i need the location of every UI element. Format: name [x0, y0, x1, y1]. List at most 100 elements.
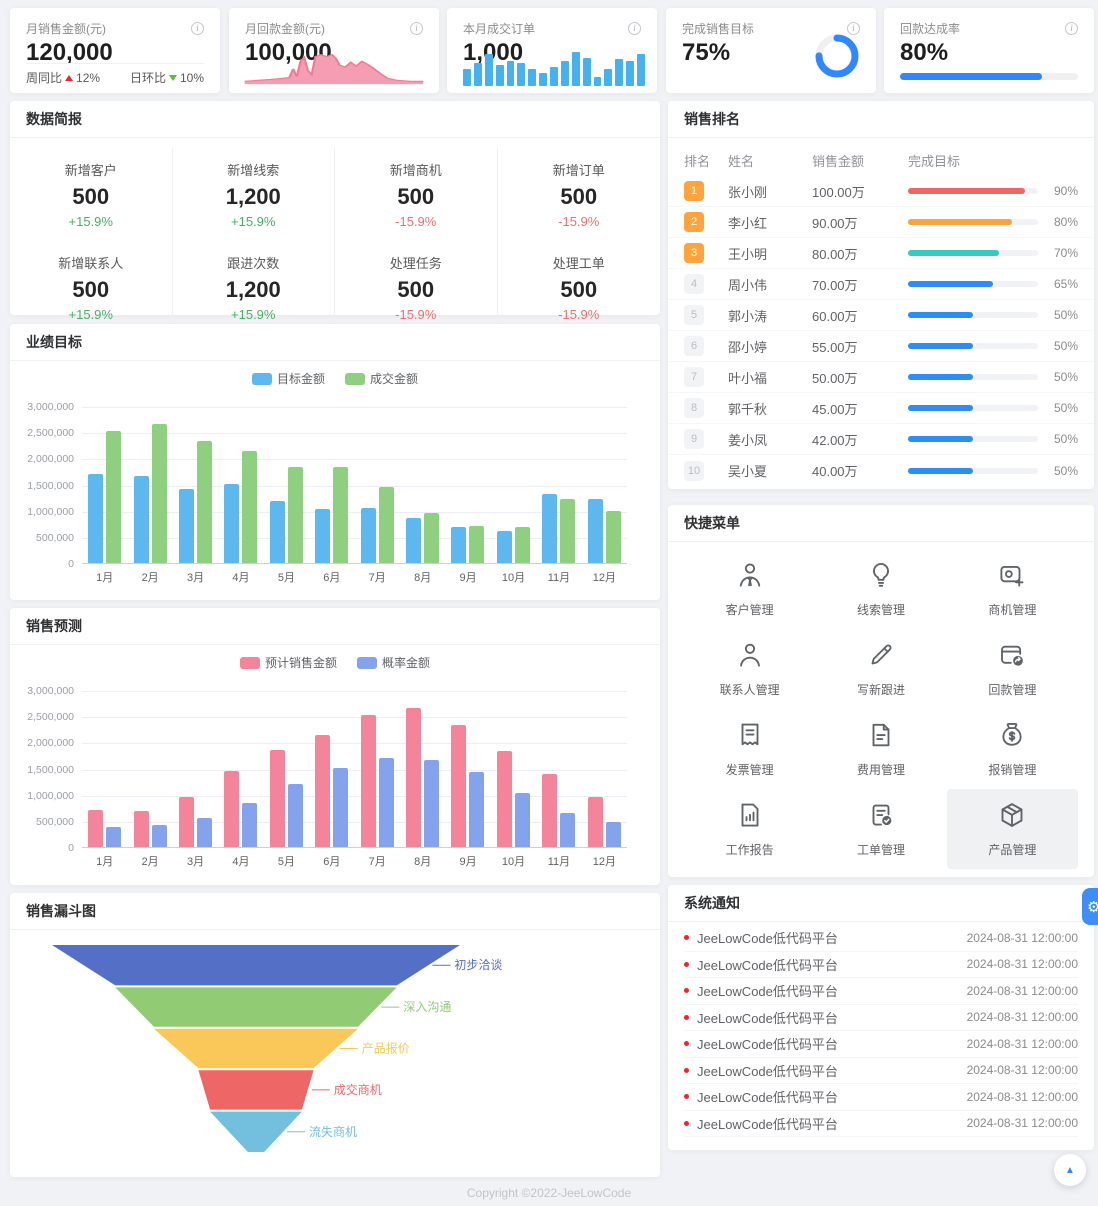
quick-menu-item-发票管理[interactable]: 发票管理 [684, 709, 815, 789]
quick-menu-item-线索管理[interactable]: 线索管理 [815, 549, 946, 629]
notification-text: JeeLowCode低代码平台 [697, 984, 838, 1000]
bar [542, 773, 558, 847]
funnel-stage-label: 成交商机 [334, 1082, 382, 1097]
week-compare-label: 周同比 [26, 71, 63, 85]
rank-badge: 9 [684, 429, 704, 449]
info-icon[interactable]: i [1065, 22, 1078, 35]
legend-label: 预计销售金额 [264, 656, 337, 670]
notification-text: JeeLowCode低代码平台 [697, 957, 838, 973]
stat-delta: +15.9% [231, 307, 276, 322]
x-axis-tick: 11月 [547, 572, 571, 584]
target-percent: 65% [1053, 277, 1078, 291]
stat-cell: 跟进次数 1,200 +15.9% [173, 241, 335, 334]
notification-row[interactable]: JeeLowCode低代码平台 2024-08-31 12:00:00 [684, 1031, 1078, 1058]
y-axis-tick: 0 [68, 558, 74, 570]
notification-row[interactable]: JeeLowCode低代码平台 2024-08-31 12:00:00 [684, 1005, 1078, 1031]
bar [406, 708, 422, 847]
col-rank: 排名 [684, 153, 711, 169]
area-sparkline [244, 53, 424, 85]
quick-menu-card: 快捷菜单 客户管理 线索管理 商机管理 联系人管理 写新跟进 回款管理 发票管理 费用管理 报销… [668, 505, 1094, 877]
target-progress-track [908, 374, 1038, 380]
sales-amount: 55.00万 [812, 339, 858, 355]
quick-menu-item-客户管理[interactable]: 客户管理 [684, 549, 815, 629]
bar [88, 810, 104, 847]
quick-menu-item-工单管理[interactable]: 工单管理 [815, 789, 946, 869]
bar [224, 771, 240, 847]
notification-row[interactable]: JeeLowCode低代码平台 2024-08-31 12:00:00 [684, 1111, 1078, 1137]
legend-item-预计销售金额[interactable]: 预计销售金额 [239, 654, 337, 671]
quick-menu-label: 商机管理 [988, 603, 1037, 617]
bar-group-1月 [88, 431, 122, 563]
x-axis-tick: 2月 [141, 572, 159, 584]
bar-group-8月 [406, 513, 440, 563]
back-to-top-button[interactable]: ▲ [1054, 1154, 1086, 1186]
bar-group-9月 [451, 526, 485, 563]
bar [378, 487, 394, 563]
notification-row[interactable]: JeeLowCode低代码平台 2024-08-31 12:00:00 [684, 1058, 1078, 1084]
info-icon[interactable]: i [847, 22, 860, 35]
target-percent: 50% [1053, 339, 1078, 353]
rank-badge: 2 [684, 212, 704, 232]
notification-row[interactable]: JeeLowCode低代码平台 2024-08-31 12:00:00 [684, 978, 1078, 1005]
stat-label: 处理任务 [389, 256, 442, 271]
kpi-card-monthly-payment: 月回款金额(元) i 100,000 [229, 8, 439, 93]
y-axis-tick: 1,500,000 [27, 763, 74, 776]
bar-group-4月 [224, 450, 258, 563]
quick-menu-item-商机管理[interactable]: 商机管理 [947, 549, 1078, 629]
salesperson-name: 张小刚 [728, 184, 768, 200]
quick-menu-item-联系人管理[interactable]: 联系人管理 [684, 629, 815, 709]
section-title: 销售预测 [10, 608, 660, 645]
chart-plot-area [82, 691, 627, 848]
stat-value: 500 [560, 184, 598, 209]
quick-menu-item-回款管理[interactable]: 回款管理 [947, 629, 1078, 709]
funnel-stage [115, 987, 397, 1027]
target-progress-track [908, 343, 1038, 349]
stat-cell: 处理任务 500 -15.9% [335, 241, 498, 334]
info-icon[interactable]: i [410, 22, 423, 35]
quick-menu-item-工作报告[interactable]: 工作报告 [684, 789, 815, 869]
sales-amount: 80.00万 [812, 246, 858, 262]
mini-bar [495, 65, 504, 86]
bar [269, 501, 285, 563]
quick-menu-item-费用管理[interactable]: 费用管理 [815, 709, 946, 789]
notification-row[interactable]: JeeLowCode低代码平台 2024-08-31 12:00:00 [684, 1084, 1078, 1111]
bar [451, 526, 467, 563]
y-axis-tick: 500,000 [36, 815, 74, 828]
quick-menu-item-写新跟进[interactable]: 写新跟进 [815, 629, 946, 709]
legend-item-概率金额[interactable]: 概率金额 [357, 654, 430, 671]
bar-group-1月 [88, 810, 122, 847]
notification-row[interactable]: JeeLowCode低代码平台 2024-08-31 12:00:00 [684, 925, 1078, 952]
legend-item-成交金额[interactable]: 成交金额 [345, 370, 418, 387]
bar [560, 498, 576, 563]
legend-item-目标金额[interactable]: 目标金额 [251, 370, 325, 387]
stat-value: 1,200 [225, 184, 281, 209]
x-axis-tick: 7月 [368, 856, 386, 868]
notification-time: 2024-08-31 12:00:00 [966, 1010, 1078, 1025]
quick-menu-item-产品管理[interactable]: 产品管理 [946, 789, 1078, 869]
payment-return-icon [997, 640, 1027, 673]
info-icon[interactable]: i [191, 22, 204, 35]
kpi-card-monthly-sales: 月销售金额(元) i 120,000 周同比 12% 日环比 10% [10, 8, 220, 93]
ranking-row: 8 郭千秋 45.00万 50% [668, 393, 1094, 424]
settings-fab-button[interactable]: ⚙ [1082, 888, 1098, 925]
notification-time: 2024-08-31 12:00:00 [966, 1116, 1078, 1131]
notification-row[interactable]: JeeLowCode低代码平台 2024-08-31 12:00:00 [684, 952, 1078, 978]
target-progress-track [908, 219, 1038, 225]
bar [542, 493, 558, 563]
y-axis-tick: 1,500,000 [27, 479, 74, 492]
rank-badge: 8 [684, 398, 704, 418]
bar [333, 467, 349, 563]
mini-bar [484, 53, 493, 86]
notification-text: JeeLowCode低代码平台 [697, 1010, 838, 1026]
info-icon[interactable]: i [628, 22, 641, 35]
stat-delta: -15.9% [395, 214, 437, 229]
salesperson-name: 郭小涛 [728, 308, 768, 324]
stat-cell: 新增商机 500 -15.9% [335, 148, 498, 241]
funnel-stage-label: 产品报价 [362, 1041, 410, 1056]
target-progress-fill [908, 343, 973, 349]
stat-cell: 处理工单 500 -15.9% [498, 241, 661, 334]
kpi-footer: 周同比 12% 日环比 10% [26, 63, 204, 86]
quick-menu-item-报销管理[interactable]: 报销管理 [947, 709, 1078, 789]
trend-down-icon [168, 75, 177, 81]
bar-group-8月 [406, 708, 440, 847]
